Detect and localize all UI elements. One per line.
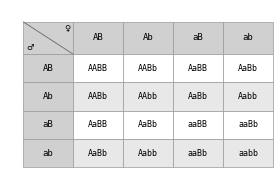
Bar (223, 139, 273, 167)
Bar (173, 82, 223, 111)
Text: AAbb: AAbb (138, 92, 158, 101)
Bar (173, 22, 223, 54)
Bar (73, 54, 123, 82)
Text: AABB: AABB (88, 64, 108, 73)
Text: Ab: Ab (142, 33, 153, 42)
Bar (173, 111, 223, 139)
Bar (173, 54, 223, 82)
Text: AaBb: AaBb (188, 92, 208, 101)
Bar (223, 54, 273, 82)
Bar (123, 111, 173, 139)
Bar (23, 22, 73, 54)
Bar (73, 82, 123, 111)
Bar (73, 111, 123, 139)
Text: aaBb: aaBb (188, 149, 208, 158)
Bar (73, 22, 123, 54)
Text: Aabb: Aabb (138, 149, 158, 158)
Text: AaBB: AaBB (88, 120, 108, 129)
Text: ♂: ♂ (26, 43, 34, 52)
Text: ab: ab (243, 33, 254, 42)
Text: Aabb: Aabb (238, 92, 258, 101)
Bar (23, 139, 73, 167)
Text: AABb: AABb (88, 92, 108, 101)
Text: ♀: ♀ (64, 24, 70, 33)
Bar (73, 139, 123, 167)
Bar (223, 111, 273, 139)
Text: AaBB: AaBB (188, 64, 208, 73)
Bar (123, 54, 173, 82)
Text: ab: ab (43, 149, 54, 158)
Text: AB: AB (43, 64, 54, 73)
Text: AaBb: AaBb (88, 149, 108, 158)
Text: aB: aB (192, 33, 204, 42)
Bar (123, 82, 173, 111)
Text: AaBb: AaBb (238, 64, 258, 73)
Text: aaBb: aaBb (238, 120, 258, 129)
Text: Ab: Ab (43, 92, 54, 101)
Bar (23, 111, 73, 139)
Text: AABb: AABb (138, 64, 158, 73)
Bar (23, 82, 73, 111)
Text: aabb: aabb (238, 149, 258, 158)
Text: AB: AB (92, 33, 103, 42)
Bar (123, 139, 173, 167)
Bar (223, 22, 273, 54)
Text: aaBB: aaBB (188, 120, 208, 129)
Text: AaBb: AaBb (138, 120, 158, 129)
Bar (123, 22, 173, 54)
Bar (173, 139, 223, 167)
Bar (223, 82, 273, 111)
Bar (23, 54, 73, 82)
Text: aB: aB (43, 120, 54, 129)
